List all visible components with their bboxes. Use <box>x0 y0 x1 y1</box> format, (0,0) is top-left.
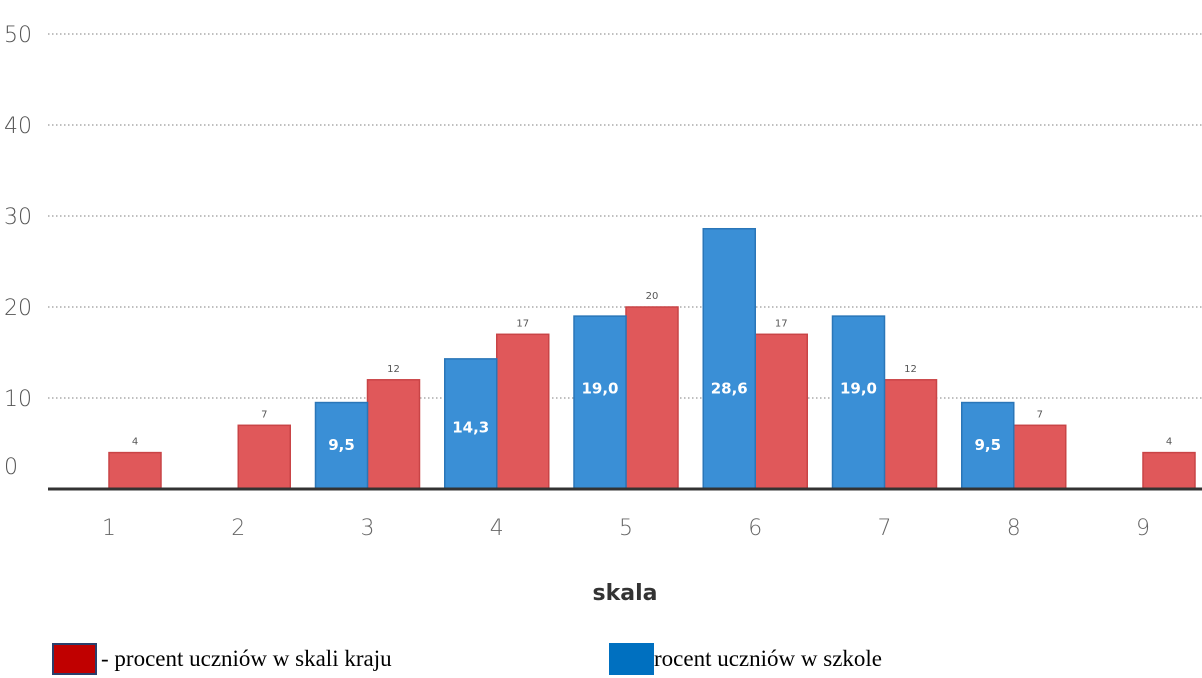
bar-national <box>496 333 550 490</box>
x-tick-label: 4 <box>490 516 504 541</box>
y-tick-label: 20 <box>4 296 32 321</box>
data-label-national: 12 <box>904 364 917 375</box>
bar-national <box>754 333 808 490</box>
y-tick-label: 10 <box>4 387 32 412</box>
data-label-school: 9,5 <box>974 436 1001 454</box>
bar-school <box>831 315 886 490</box>
data-label-school: 9,5 <box>328 436 355 454</box>
y-tick-label: 0 <box>4 455 18 480</box>
data-label-school: 19,0 <box>840 379 877 397</box>
legend-swatch-school <box>609 643 654 675</box>
bar-national <box>108 451 162 490</box>
data-label-national: 4 <box>1166 437 1172 448</box>
data-label-school: 19,0 <box>581 379 618 397</box>
bar-national <box>883 379 938 490</box>
x-tick-label: 2 <box>231 516 245 541</box>
x-tick-label: 8 <box>1007 516 1021 541</box>
y-tick-label: 50 <box>4 23 32 48</box>
data-label-national: 7 <box>261 409 267 420</box>
data-label-school: 14,3 <box>452 419 489 437</box>
bar-national <box>366 379 421 490</box>
data-label-school: 28,6 <box>711 379 748 397</box>
bars <box>108 227 1196 490</box>
x-tick-label: 1 <box>102 516 116 541</box>
data-label-national: 4 <box>132 437 138 448</box>
bar-school <box>702 227 756 490</box>
data-labels: 4 7 12 9,5 17 14,3 20 19,0 17 28,6 12 19,0 7 9,5 4 <box>132 291 1172 454</box>
bar-national <box>625 306 679 490</box>
data-label-national: 20 <box>646 291 659 302</box>
x-tick-label: 5 <box>619 516 633 541</box>
bar-school <box>573 315 627 490</box>
data-label-national: 12 <box>387 364 400 375</box>
legend-national: - procent uczniów w skali kraju <box>52 643 392 675</box>
legend-label-national: - procent uczniów w skali kraju <box>101 646 392 671</box>
x-tick-label: 7 <box>878 516 892 541</box>
y-axis-ticks: 0 10 20 30 40 50 <box>4 23 32 480</box>
y-tick-label: 40 <box>4 114 32 139</box>
data-label-national: 17 <box>516 318 529 329</box>
y-tick-label: 30 <box>4 205 32 230</box>
legend-label-school: rocent uczniów w szkole <box>654 646 883 671</box>
data-label-national: 17 <box>775 318 788 329</box>
x-tick-label: 9 <box>1136 516 1150 541</box>
x-tick-label: 6 <box>748 516 762 541</box>
legend-school: rocent uczniów w szkole <box>609 643 882 675</box>
x-axis-label: skala <box>593 581 658 606</box>
legend-swatch-national <box>52 643 97 675</box>
data-label-national: 7 <box>1037 409 1043 420</box>
bar-national <box>1142 451 1196 490</box>
x-axis-ticks: 1 2 3 4 5 6 7 8 9 <box>102 516 1150 541</box>
bar-school <box>444 358 498 490</box>
bar-school <box>314 401 369 490</box>
bar-national <box>237 424 291 490</box>
bar-school <box>961 401 1015 490</box>
x-tick-label: 3 <box>361 516 375 541</box>
bar-national <box>1013 424 1067 490</box>
